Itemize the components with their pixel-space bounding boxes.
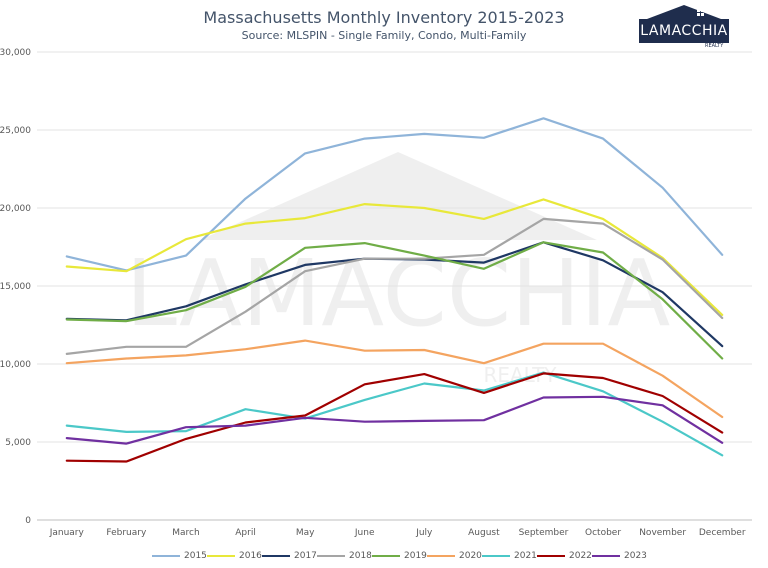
series-line-2015 — [65, 117, 724, 272]
x-tick-label: August — [468, 528, 500, 538]
x-tick-label: July — [415, 528, 433, 538]
legend-swatch — [262, 555, 290, 557]
legend-label: 2021 — [514, 551, 537, 561]
legend-item-2021: 2021 — [482, 549, 537, 563]
legend-label: 2016 — [239, 551, 262, 561]
series-line-2023 — [65, 395, 724, 445]
x-axis: January February March April May June July Augu… — [49, 528, 746, 538]
legend-label: 2022 — [569, 551, 592, 561]
legend-label: 2020 — [459, 551, 482, 561]
series-line-2016 — [65, 198, 724, 316]
legend-item-2016: 2016 — [207, 549, 262, 563]
legend: 2015 2016 2017 2018 2019 2020 2021 2022 2023 — [0, 549, 768, 563]
x-tick-label: June — [354, 528, 375, 538]
y-axis: 0 5,000 10,000 15,000 20,000 25,000 30,000 — [0, 48, 31, 526]
chart-subtitle: Source: MLSPIN - Single Family, Condo, M… — [241, 29, 527, 42]
legend-swatch — [152, 555, 180, 557]
y-tick-label: 10,000 — [0, 360, 31, 370]
legend-item-2015: 2015 — [152, 549, 207, 563]
series-line-2021 — [65, 371, 724, 457]
line-chart: LAMACCHIA REALTY 0 5,000 10,000 15,000 20,00… — [0, 48, 752, 538]
series-line-2022 — [65, 372, 724, 463]
gridlines — [37, 51, 752, 521]
y-tick-label: 25,000 — [0, 126, 31, 136]
y-tick-label: 0 — [25, 516, 31, 526]
legend-label: 2019 — [404, 551, 427, 561]
series-line-2019 — [65, 241, 724, 360]
legend-item-2022: 2022 — [537, 549, 592, 563]
legend-item-2020: 2020 — [427, 549, 482, 563]
legend-swatch — [537, 555, 565, 557]
x-tick-label: May — [296, 528, 315, 538]
watermark-tagline: REALTY — [483, 363, 557, 387]
legend-swatch — [482, 555, 510, 557]
lamacchia-logo: LAMACCHIA REALTY — [639, 4, 729, 49]
legend-item-2018: 2018 — [317, 549, 372, 563]
watermark: LAMACCHIA REALTY — [126, 152, 670, 387]
legend-label: 2018 — [349, 551, 372, 561]
x-tick-label: March — [172, 528, 199, 538]
legend-label: 2023 — [624, 551, 647, 561]
series-lines — [65, 117, 724, 463]
y-tick-label: 30,000 — [0, 48, 31, 58]
legend-swatch — [592, 555, 620, 557]
y-tick-label: 20,000 — [0, 204, 31, 214]
series-line-2018 — [65, 217, 724, 355]
legend-swatch — [427, 555, 455, 557]
logo-name: LAMACCHIA — [639, 19, 729, 43]
legend-label: 2015 — [184, 551, 207, 561]
y-tick-label: 5,000 — [5, 438, 31, 448]
legend-swatch — [207, 555, 235, 557]
x-tick-label: January — [49, 528, 85, 538]
chart-title: Massachusetts Monthly Inventory 2015-202… — [203, 8, 565, 27]
legend-label: 2017 — [294, 551, 317, 561]
legend-swatch — [372, 555, 400, 557]
x-tick-label: April — [235, 528, 256, 538]
logo-house-icon — [647, 5, 721, 19]
legend-item-2019: 2019 — [372, 549, 427, 563]
x-tick-label: December — [699, 528, 746, 538]
legend-item-2017: 2017 — [262, 549, 317, 563]
x-tick-label: September — [519, 528, 569, 538]
legend-swatch — [317, 555, 345, 557]
x-tick-label: November — [639, 528, 686, 538]
x-tick-label: October — [585, 528, 621, 538]
series-line-2020 — [65, 339, 724, 419]
logo-tagline: REALTY — [705, 43, 724, 49]
legend-item-2023: 2023 — [592, 549, 647, 563]
x-tick-label: February — [106, 528, 147, 538]
y-tick-label: 15,000 — [0, 282, 31, 292]
